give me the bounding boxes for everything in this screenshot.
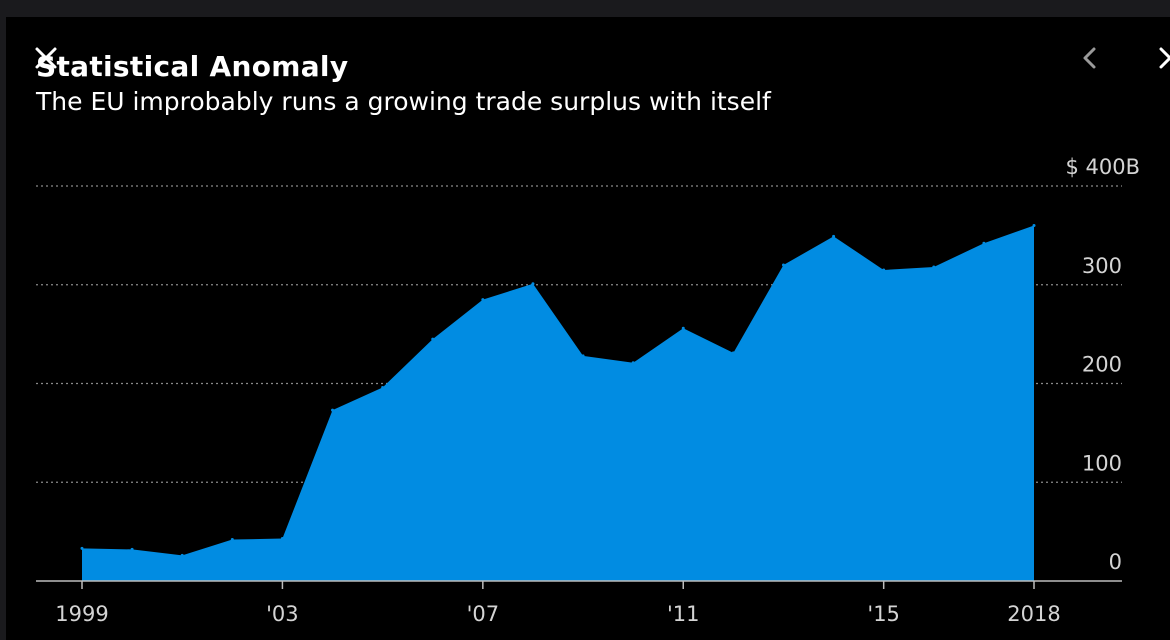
data-point-2006: [431, 337, 435, 341]
y-tick-label: $ 400B: [1065, 155, 1140, 179]
data-point-2015: [882, 268, 886, 272]
data-point-2016: [932, 265, 936, 269]
data-point-2010: [631, 361, 635, 365]
next-button[interactable]: [1152, 42, 1170, 74]
window-left-rail: [0, 17, 6, 640]
data-point-2018: [1032, 224, 1036, 227]
y-tick-label: 200: [1082, 353, 1122, 377]
x-tick-label: '15: [867, 602, 900, 626]
data-point-2007: [481, 298, 485, 302]
data-point-2004: [331, 408, 335, 412]
chevron-left-icon: [1083, 47, 1096, 69]
window-top-strip: [0, 0, 1170, 17]
data-point-2000: [130, 547, 134, 551]
y-tick-label: 100: [1082, 451, 1122, 475]
close-icon: [35, 47, 57, 69]
data-point-2014: [832, 234, 836, 238]
x-tick-label: 2018: [1007, 602, 1060, 626]
y-tick-label: 0: [1109, 550, 1122, 574]
data-point-2002: [230, 538, 234, 542]
previous-button[interactable]: [1076, 42, 1104, 74]
y-tick-label: 300: [1082, 254, 1122, 278]
data-point-2012: [731, 351, 735, 355]
data-point-2011: [681, 326, 685, 330]
close-button[interactable]: [30, 42, 62, 74]
x-tick-label: 1999: [55, 602, 108, 626]
data-point-1999: [80, 546, 84, 550]
chart-subtitle: The EU improbably runs a growing trade s…: [36, 87, 771, 116]
chart-title: Statistical Anomaly: [36, 50, 349, 83]
area-series: [82, 225, 1034, 581]
x-tick-label: '11: [667, 602, 700, 626]
data-point-2009: [581, 354, 585, 358]
data-point-2005: [381, 385, 385, 389]
data-point-2013: [781, 263, 785, 267]
close-icon: [1159, 47, 1170, 69]
x-tick-label: '07: [467, 602, 500, 626]
data-point-2001: [180, 553, 184, 557]
data-point-2003: [280, 537, 284, 541]
x-tick-label: '03: [266, 602, 299, 626]
data-point-2017: [982, 241, 986, 245]
data-point-2008: [531, 282, 535, 286]
